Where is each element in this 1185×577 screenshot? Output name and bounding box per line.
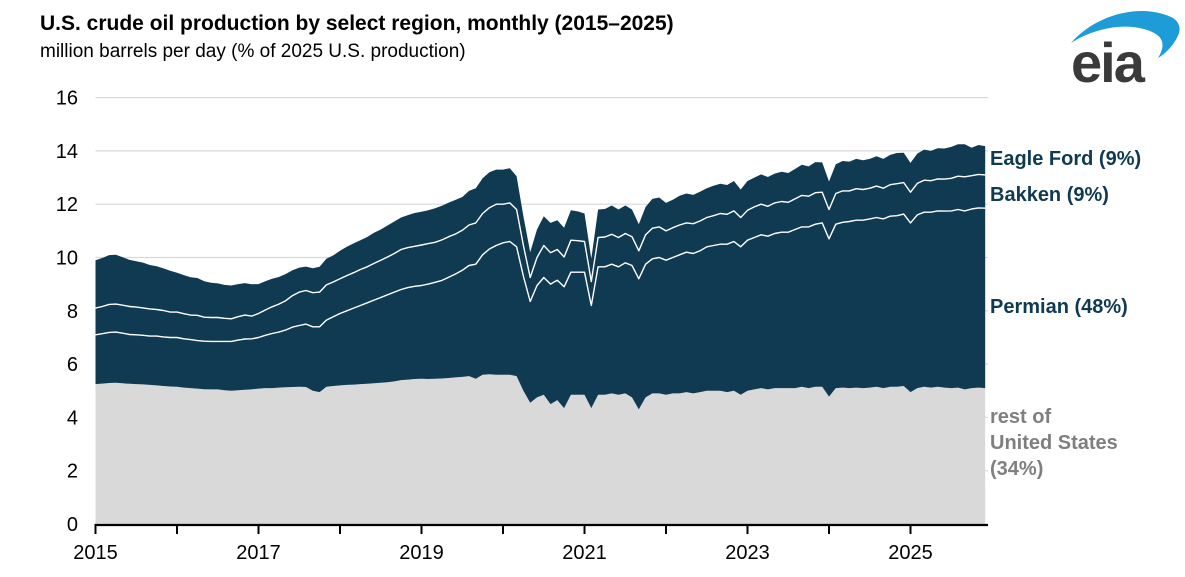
series-label-rest-of-united-states: rest of United States (34%) — [990, 406, 1118, 480]
area-rest-of-united-states — [95, 374, 986, 524]
page-subtitle: million barrels per day (% of 2025 U.S. … — [40, 41, 466, 62]
separator-bakken-top — [95, 173, 986, 320]
y-axis-tick-label-10: 10 — [56, 248, 78, 270]
y-axis-tick-label-2: 2 — [67, 461, 78, 483]
y-axis-tick-label-12: 12 — [56, 194, 78, 216]
series-label-bakken: Bakken (9%) — [990, 184, 1109, 206]
eia-logo-swoosh-icon — [1071, 10, 1180, 58]
separator-permian-top — [95, 207, 986, 343]
y-axis-tick-label-16: 16 — [56, 88, 78, 110]
area-permian-bakken-eagle-ford — [95, 144, 986, 410]
series-label-eagle-ford: Eagle Ford (9%) — [990, 148, 1142, 170]
eia-logo: eia — [1071, 10, 1180, 88]
page-title: U.S. crude oil production by select regi… — [40, 12, 674, 35]
x-axis-tick-label-2015: 2015 — [73, 542, 118, 564]
x-axis-tick-label-2019: 2019 — [399, 542, 444, 564]
x-axis-tick-label-2021: 2021 — [562, 542, 607, 564]
y-axis-tick-label-8: 8 — [67, 301, 78, 323]
x-axis-tick-label-2023: 2023 — [725, 542, 770, 564]
x-axis-tick-label-2017: 2017 — [236, 542, 281, 564]
y-axis-tick-label-4: 4 — [67, 407, 78, 429]
x-axis-tick-label-2025: 2025 — [888, 542, 933, 564]
eia-logo-text: eia — [1071, 31, 1146, 88]
series-label-permian: Permian (48%) — [990, 296, 1128, 318]
y-axis-tick-label-6: 6 — [67, 354, 78, 376]
y-axis-tick-label-14: 14 — [56, 141, 78, 163]
y-axis-tick-label-0: 0 — [67, 514, 78, 536]
